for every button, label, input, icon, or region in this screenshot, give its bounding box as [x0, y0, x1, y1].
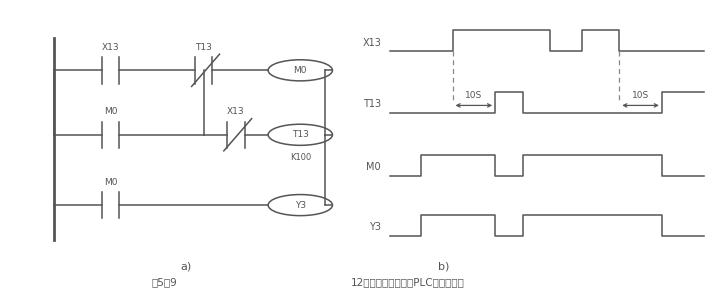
Text: 12、断电延时动作的PLC程序梯形图: 12、断电延时动作的PLC程序梯形图 — [350, 277, 464, 287]
Text: X13: X13 — [227, 107, 245, 116]
Text: M0: M0 — [367, 162, 381, 172]
Text: 10S: 10S — [465, 91, 483, 100]
Text: T13: T13 — [363, 99, 381, 109]
Text: M0: M0 — [294, 66, 307, 75]
Text: X13: X13 — [363, 38, 381, 48]
Text: 图5－9: 图5－9 — [152, 277, 177, 287]
Text: K100: K100 — [290, 153, 311, 162]
Text: X13: X13 — [102, 43, 119, 52]
Text: 10S: 10S — [632, 91, 649, 100]
Text: M0: M0 — [104, 107, 117, 116]
Text: T13: T13 — [195, 43, 212, 52]
Text: Y3: Y3 — [369, 222, 381, 232]
Text: b): b) — [438, 261, 449, 271]
Text: Y3: Y3 — [295, 201, 306, 209]
Text: M0: M0 — [104, 178, 117, 187]
Text: T13: T13 — [292, 130, 309, 139]
Text: a): a) — [180, 261, 192, 271]
